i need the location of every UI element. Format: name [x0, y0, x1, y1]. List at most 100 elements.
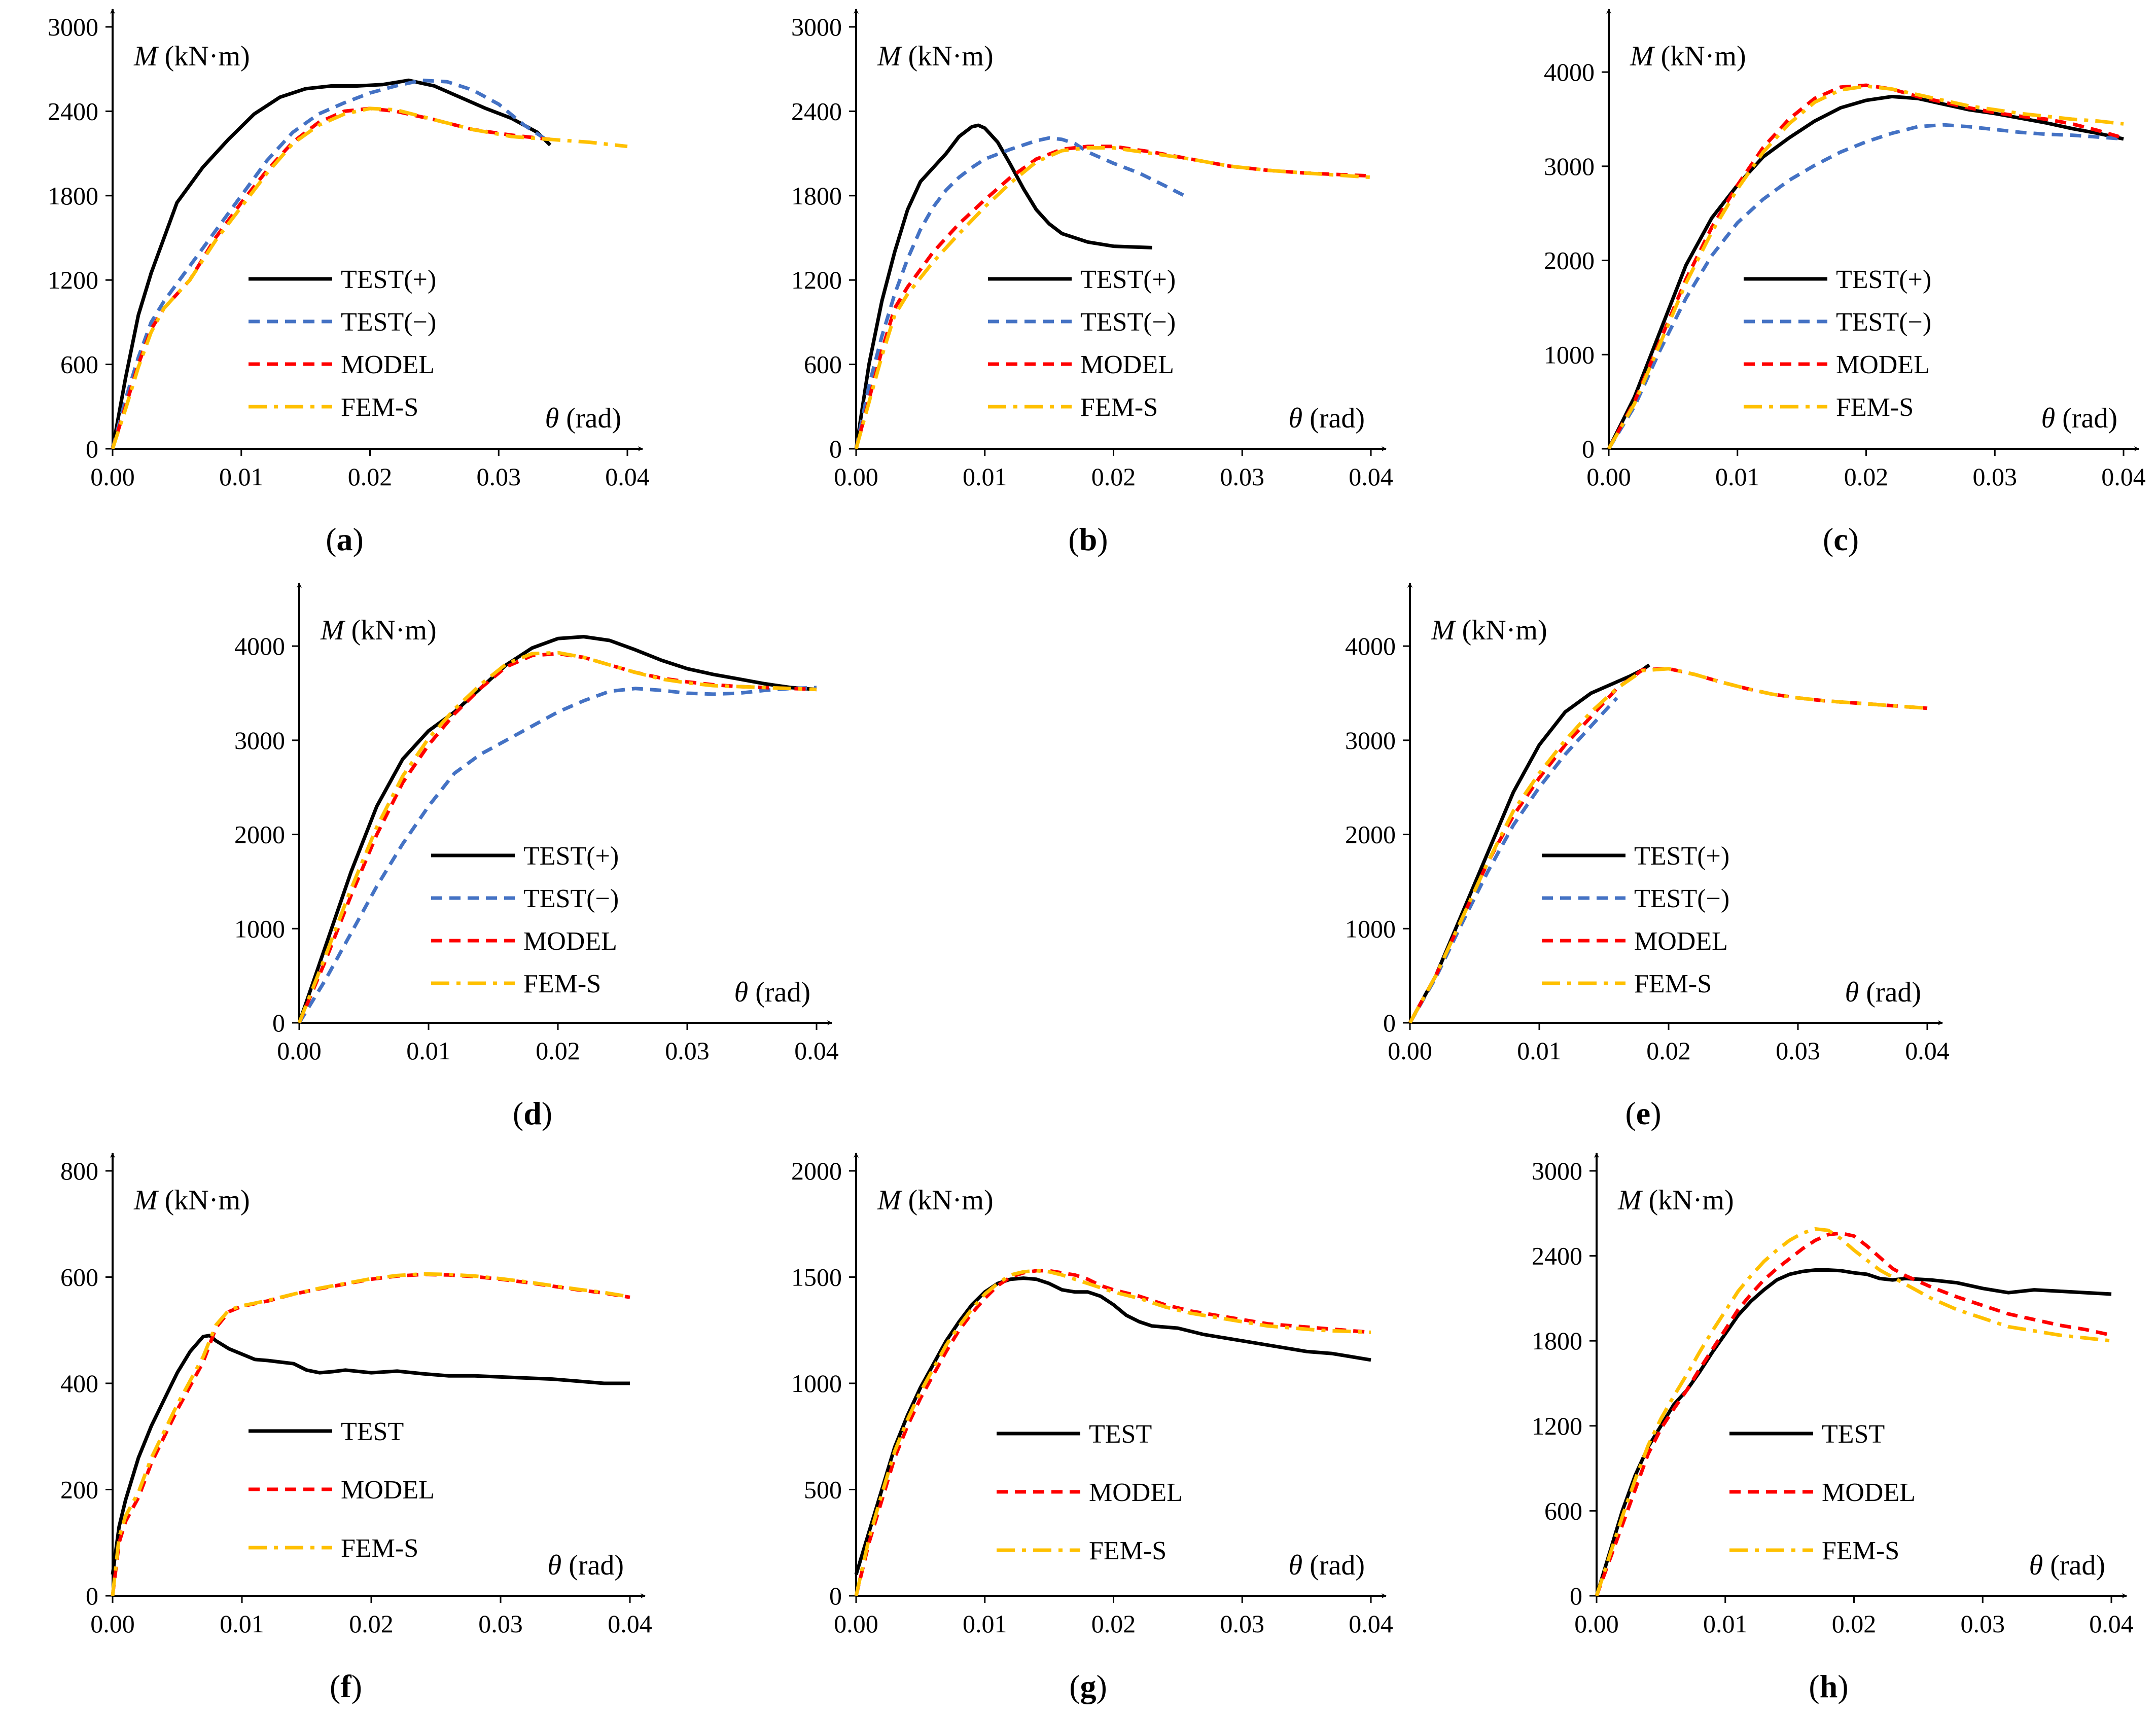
x-tick-label: 0.00 — [90, 1609, 135, 1638]
series-line-fem-s — [111, 1272, 630, 1596]
series-line-test-plus — [1607, 94, 2124, 450]
y-tick-label: 0 — [1570, 1582, 1582, 1610]
x-tick-label: 0.00 — [1388, 1036, 1432, 1065]
y-axis-label: M (kN·m) — [1630, 41, 1746, 72]
series-line-test-minus — [298, 686, 817, 1024]
series-line-fem-s — [1595, 1227, 2112, 1597]
series-line-test-minus — [111, 78, 551, 449]
x-tick-label: 0.03 — [1776, 1036, 1820, 1065]
legend-label-fem-s: FEM-S — [1089, 1536, 1167, 1565]
x-tick-label: 0.01 — [1517, 1036, 1562, 1065]
x-tick-label: 0.04 — [2101, 462, 2146, 491]
legend-label-test-minus: TEST(−) — [341, 308, 436, 337]
chart-panel-b: 0.00 0.01 0.02 0.03 0.04 0 600 1200 1800 2400 3000… — [791, 9, 1393, 557]
x-axis-label: θ (rad) — [548, 1550, 624, 1581]
y-tick-label: 0 — [1582, 435, 1595, 463]
legend-label-test-plus: TEST(+) — [341, 265, 436, 294]
series-line-model — [1595, 1231, 2112, 1597]
legend-label-model: MODEL — [341, 350, 435, 379]
legend-label-fem-s: FEM-S — [523, 970, 601, 998]
legend-label-fem-s: FEM-S — [1822, 1536, 1899, 1565]
y-tick-label: 2000 — [1345, 820, 1396, 849]
y-tick-label: 0 — [829, 1582, 842, 1610]
x-tick-label: 0.04 — [1349, 462, 1393, 491]
x-tick-label: 0.01 — [406, 1036, 451, 1065]
y-tick-label: 800 — [60, 1157, 98, 1185]
x-tick-label: 0.02 — [1646, 1036, 1691, 1065]
series-line-fem-s — [297, 651, 817, 1024]
x-tick-label: 0.04 — [1349, 1609, 1393, 1638]
x-tick-label: 0.03 — [1961, 1609, 2005, 1638]
x-tick-label: 0.03 — [1973, 462, 2018, 491]
x-tick-label: 0.00 — [1574, 1609, 1619, 1638]
x-tick-label: 0.02 — [1091, 462, 1136, 491]
chart-panel-g: 0.00 0.01 0.02 0.03 0.04 0 500 1000 1500 2000 M (k… — [791, 1153, 1393, 1704]
y-tick-label: 4000 — [234, 632, 285, 660]
x-tick-label: 0.00 — [834, 1609, 878, 1638]
legend-label-test: TEST — [341, 1417, 404, 1446]
y-tick-label: 1800 — [1532, 1327, 1582, 1355]
legend-label-test-minus: TEST(−) — [523, 884, 619, 913]
panel-label: (a) — [326, 521, 364, 557]
y-tick-label: 2000 — [1544, 246, 1595, 275]
series-line-test-minus — [854, 136, 1185, 449]
y-tick-label: 600 — [60, 1263, 98, 1292]
x-tick-label: 0.03 — [665, 1036, 710, 1065]
legend-label-fem-s: FEM-S — [1080, 393, 1158, 422]
legend-label-test-plus: TEST(+) — [523, 842, 619, 871]
legend-label-test-minus: TEST(−) — [1634, 884, 1729, 913]
y-tick-label: 600 — [804, 350, 842, 379]
y-tick-label: 1200 — [791, 266, 842, 294]
y-axis-label: M (kN·m) — [877, 41, 994, 72]
y-tick-label: 500 — [804, 1476, 842, 1504]
y-tick-label: 1000 — [234, 914, 285, 943]
legend-label-test: TEST — [1089, 1420, 1152, 1449]
y-axis-label: M (kN·m) — [1617, 1185, 1734, 1216]
panel-label: (h) — [1809, 1668, 1848, 1704]
y-tick-label: 0 — [1383, 1009, 1396, 1037]
y-tick-label: 600 — [1544, 1496, 1582, 1525]
y-tick-label: 3000 — [48, 13, 98, 41]
series-line-model — [1607, 83, 2124, 450]
chart-panel-d: 0.00 0.01 0.02 0.03 0.04 0 1000 2000 3000 4000 M (… — [234, 583, 839, 1131]
legend-label-model: MODEL — [523, 927, 617, 956]
chart-panel-f: 0.00 0.01 0.02 0.03 0.04 0 200 400 600 800 M (kN·m… — [60, 1153, 652, 1704]
y-tick-label: 3000 — [791, 13, 842, 41]
chart-panel-a: 0.00 0.01 0.02 0.03 0.04 0 600 1200 1800 2400 3000… — [48, 9, 650, 557]
legend-label-model: MODEL — [1080, 350, 1174, 379]
x-axis-label: θ (rad) — [2041, 403, 2117, 434]
series-line-test-plus — [297, 635, 817, 1024]
y-tick-label: 1500 — [791, 1263, 842, 1292]
series-line-test — [854, 1276, 1371, 1576]
y-tick-label: 1200 — [1532, 1412, 1582, 1440]
panel-label: (f) — [330, 1668, 362, 1704]
chart-panel-h: 0.00 0.01 0.02 0.03 0.04 0 600 1200 1800 2400 3000… — [1532, 1153, 2134, 1704]
y-tick-label: 0 — [86, 1582, 98, 1610]
legend-label-test-plus: TEST(+) — [1836, 265, 1931, 294]
series-line-fem-s — [1408, 667, 1928, 1024]
y-tick-label: 1800 — [791, 182, 842, 210]
y-tick-label: 2400 — [48, 97, 98, 125]
x-tick-label: 0.02 — [348, 462, 393, 491]
series-line-model — [111, 1272, 630, 1596]
x-tick-label: 0.00 — [277, 1036, 322, 1065]
chart-panel-c: 0.00 0.01 0.02 0.03 0.04 0 1000 2000 3000 4000 M (… — [1544, 9, 2146, 557]
legend-label-test-plus: TEST(+) — [1634, 842, 1729, 871]
y-tick-label: 3000 — [234, 726, 285, 755]
series-line-fem-s — [111, 106, 628, 450]
series-line-test-minus — [1607, 123, 2124, 450]
y-tick-label: 0 — [829, 435, 842, 463]
legend-label-model: MODEL — [1634, 927, 1728, 956]
series-line-test-plus — [111, 78, 552, 449]
series-line-test-plus — [854, 123, 1152, 449]
legend-label-model: MODEL — [1822, 1478, 1916, 1507]
y-tick-label: 0 — [86, 435, 98, 463]
series-line-model — [297, 652, 817, 1024]
x-tick-label: 0.03 — [1220, 462, 1265, 491]
x-tick-label: 0.04 — [608, 1609, 652, 1638]
series-line-test — [111, 1334, 630, 1575]
x-tick-label: 0.01 — [963, 1609, 1007, 1638]
x-tick-label: 0.03 — [478, 1609, 523, 1638]
y-tick-label: 2400 — [1532, 1242, 1582, 1270]
